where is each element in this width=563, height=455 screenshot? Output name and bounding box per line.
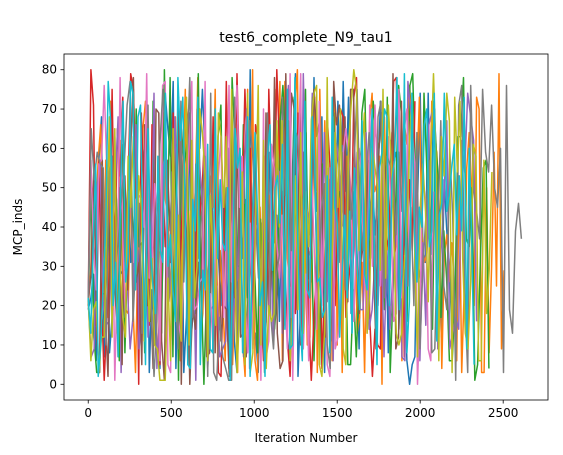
- y-axis-ticks: 0 10 20 30 40 50 60 70 80: [42, 63, 64, 391]
- x-tick-label: 500: [160, 406, 183, 420]
- y-tick-label: 60: [42, 141, 57, 155]
- y-tick-label: 10: [42, 338, 57, 352]
- x-tick-label: 1000: [239, 406, 270, 420]
- y-tick-label: 20: [42, 299, 57, 313]
- x-axis-ticks: 0 500 1000 1500 2000 2500: [84, 400, 518, 420]
- series-line-9: [87, 68, 493, 382]
- y-tick-label: 70: [42, 102, 57, 116]
- y-tick-label: 30: [42, 259, 57, 273]
- x-tick-label: 0: [84, 406, 92, 420]
- x-axis-label: Iteration Number: [255, 431, 358, 445]
- x-tick-label: 2500: [488, 406, 519, 420]
- y-axis-label: MCP_inds: [11, 199, 25, 256]
- series-group: [87, 68, 523, 386]
- x-tick-label: 2000: [405, 406, 436, 420]
- y-tick-label: 50: [42, 181, 57, 195]
- y-tick-label: 0: [49, 377, 57, 391]
- x-tick-label: 1500: [322, 406, 353, 420]
- y-tick-label: 80: [42, 63, 57, 77]
- series-line-8: [87, 76, 523, 382]
- series-line-7: [87, 72, 435, 386]
- chart-title: test6_complete_N9_tau1: [219, 30, 392, 46]
- y-tick-label: 40: [42, 220, 57, 234]
- series-line-10: [87, 72, 475, 382]
